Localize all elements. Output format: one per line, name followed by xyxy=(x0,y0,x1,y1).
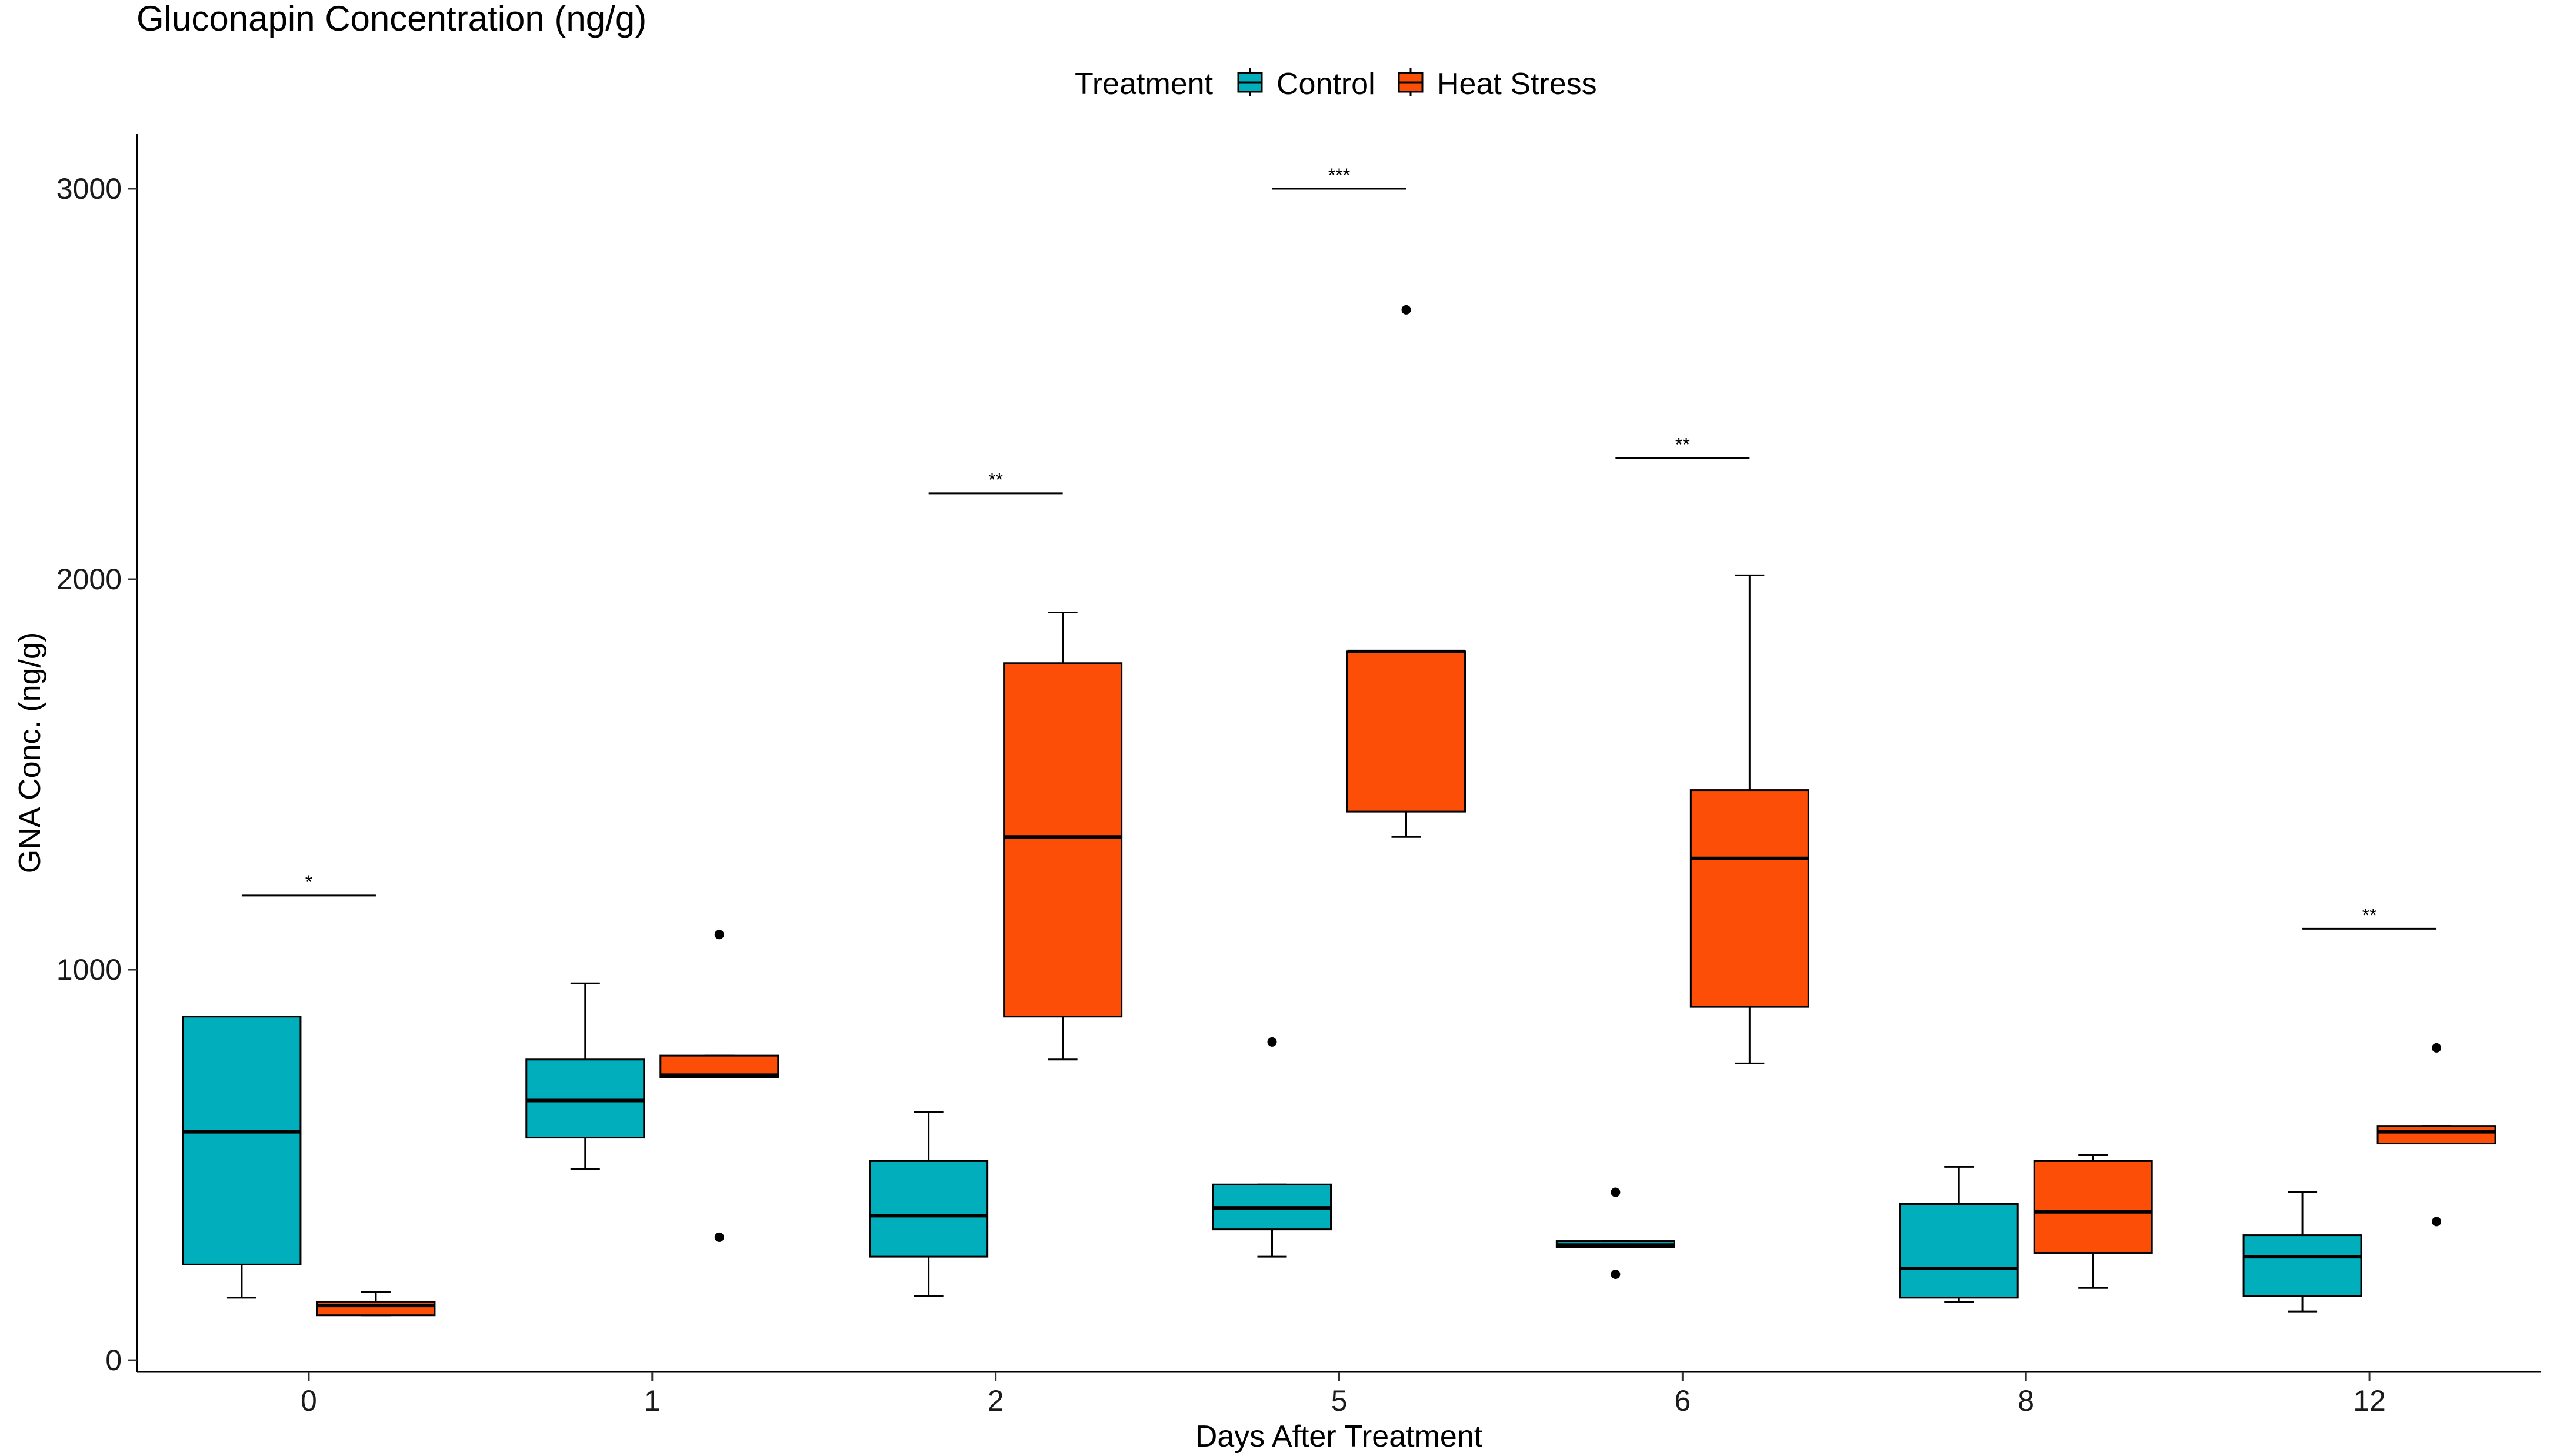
x-tick-label-6: 6 xyxy=(1674,1384,1691,1417)
x-tick-label-5: 5 xyxy=(1331,1384,1348,1417)
x-tick-label-12: 12 xyxy=(2353,1384,2386,1417)
box-heat-stress-day-12-box xyxy=(2376,1125,2496,1145)
y-tick-label-2000: 2000 xyxy=(56,563,122,596)
box-heat-stress-day-12-outlier-1 xyxy=(2432,1217,2442,1227)
significance-label-day-2: ** xyxy=(988,469,1003,490)
x-tick-label-2: 2 xyxy=(988,1384,1004,1417)
box-heat-stress-day-5-outlier-0 xyxy=(1401,305,1411,315)
box-control-day-8-box xyxy=(1899,1203,2019,1299)
box-control-day-6-outlier-0 xyxy=(1611,1187,1621,1197)
significance-label-day-12: ** xyxy=(2362,904,2377,926)
chart-title: Gluconapin Concentration (ng/g) xyxy=(136,0,646,38)
legend-key-heat-stress xyxy=(1398,68,1424,96)
y-tick-label-0: 0 xyxy=(105,1344,122,1377)
box-heat-stress-day-6-box xyxy=(1689,789,1809,1008)
box-control-day-2-box xyxy=(869,1160,989,1258)
y-axis-ticks: 0 1000 2000 3000 xyxy=(56,172,137,1377)
box-control-day-6-outlier-1 xyxy=(1611,1269,1621,1279)
legend-title: Treatment xyxy=(1075,67,1214,101)
box-control-day-12-box xyxy=(2242,1234,2362,1297)
legend: Treatment Control Heat Stress xyxy=(1075,67,1597,101)
box-heat-stress-day-8-box xyxy=(2033,1160,2153,1254)
box-heat-stress-day-5-box xyxy=(1346,650,1466,813)
box-control-day-5-outlier-0 xyxy=(1267,1037,1277,1047)
significance-label-day-0: * xyxy=(305,871,312,893)
y-axis-label: GNA Conc. (ng/g) xyxy=(13,632,47,873)
legend-label-heat-stress: Heat Stress xyxy=(1437,67,1597,101)
legend-key-control xyxy=(1237,68,1263,96)
x-tick-label-1: 1 xyxy=(644,1384,661,1417)
y-tick-label-1000: 1000 xyxy=(56,953,122,986)
significance-label-day-6: ** xyxy=(1675,434,1690,455)
box-heat-stress-day-1-outlier-1 xyxy=(714,1232,724,1242)
x-axis-ticks: 0 1 2 5 6 8 12 xyxy=(301,1372,2386,1417)
box-heat-stress-day-1-outlier-0 xyxy=(714,930,724,940)
x-tick-label-0: 0 xyxy=(301,1384,317,1417)
box-control-day-0-box xyxy=(182,1016,302,1265)
box-control-day-1-box xyxy=(525,1058,645,1139)
legend-label-control: Control xyxy=(1276,67,1375,101)
significance-label-day-5: *** xyxy=(1328,165,1350,186)
y-tick-label-3000: 3000 xyxy=(56,172,122,205)
box-heat-stress-day-0-box xyxy=(316,1300,436,1317)
x-tick-label-8: 8 xyxy=(2018,1384,2034,1417)
box-heat-stress-day-12-outlier-0 xyxy=(2432,1043,2442,1053)
plot-area: ********** xyxy=(182,165,2496,1317)
box-heat-stress-day-2-box xyxy=(1003,662,1123,1018)
x-axis-label: Days After Treatment xyxy=(1195,1420,1483,1454)
